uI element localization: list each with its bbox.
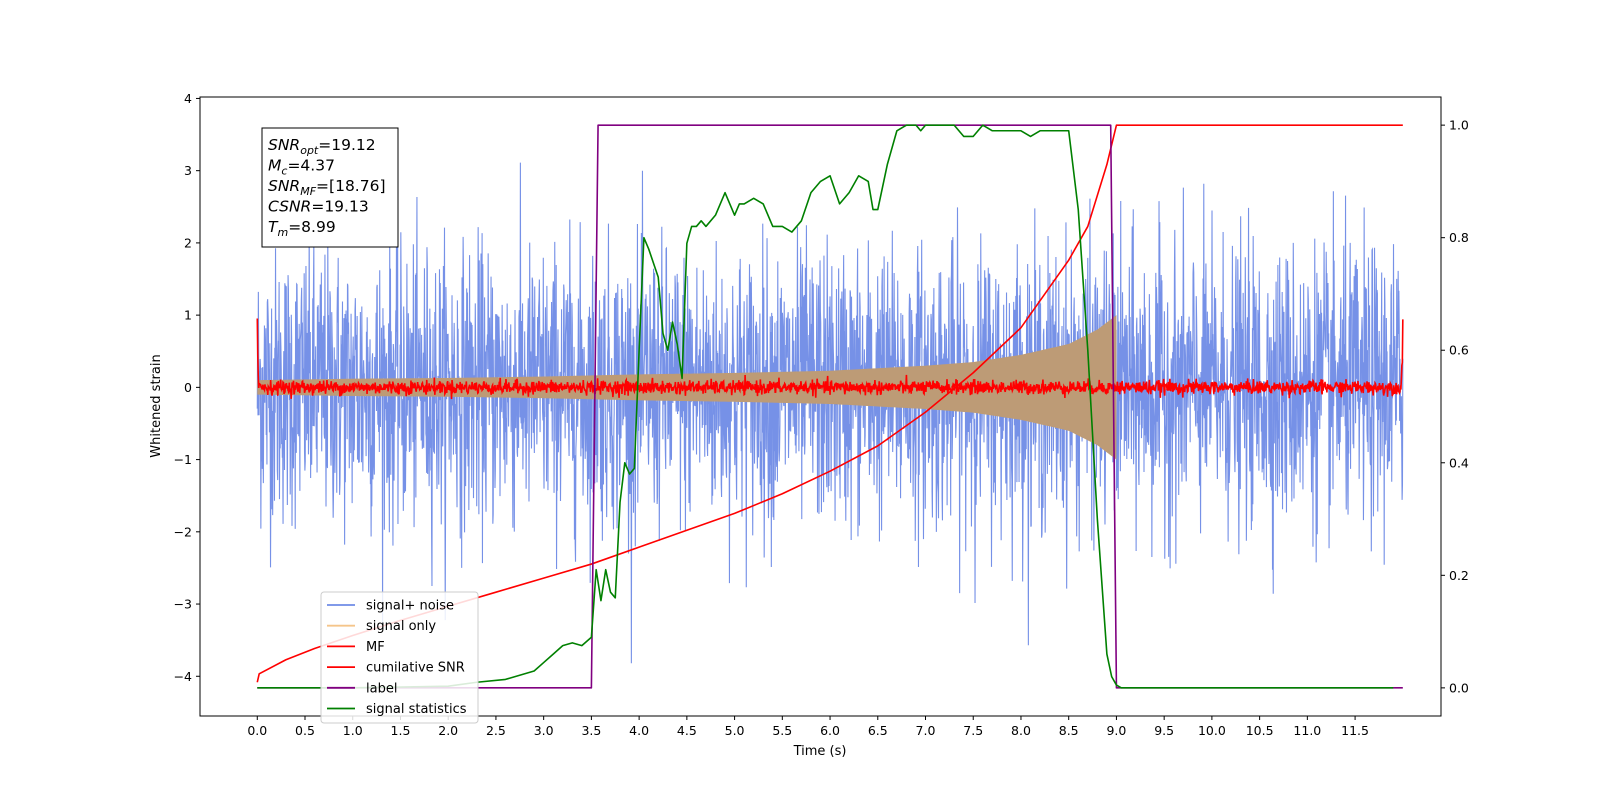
annotation-line-csnr: CSNR=19.13 (268, 198, 369, 216)
x-tick-label: 11.0 (1293, 723, 1321, 738)
legend-label-mf: MF (366, 640, 385, 655)
x-tick-label: 10.0 (1198, 723, 1226, 738)
series-signal-noise (256, 162, 1404, 664)
x-axis-label: Time (s) (793, 744, 847, 759)
annotation-line-snropt: SNRopt=19.12 (268, 136, 376, 157)
x-tick-label: 2.5 (486, 723, 506, 738)
annotation-line-mc: Mc=4.37 (268, 157, 335, 178)
legend-label-signal-noise: signal+ noise (366, 599, 454, 614)
legend-label-signal-statistics: signal statistics (366, 702, 467, 717)
y-right-tick-label: 0.0 (1449, 680, 1469, 695)
y-right-tick-label: 0.8 (1449, 230, 1469, 245)
x-tick-label: 8.0 (1011, 723, 1031, 738)
x-tick-label: 6.5 (868, 723, 888, 738)
x-tick-label: 3.0 (534, 723, 554, 738)
y-left-tick-label: 2 (184, 235, 192, 250)
x-tick-label: 0.0 (247, 723, 267, 738)
y-right-tick-label: 1.0 (1449, 118, 1469, 133)
x-tick-label: 1.5 (391, 723, 411, 738)
x-tick-label: 5.5 (772, 723, 792, 738)
annotation-line-tm: Tm=8.99 (268, 218, 336, 239)
x-tick-label: 8.5 (1059, 723, 1079, 738)
y-left-tick-label: 1 (184, 308, 192, 323)
y-left-tick-label: 0 (184, 380, 192, 395)
y-right-tick-label: 0.2 (1449, 568, 1469, 583)
y-right-tick-label: 0.6 (1449, 343, 1469, 358)
legend-label-label: label (366, 681, 397, 696)
legend-label-signal-only: signal only (366, 619, 436, 634)
legend-box (320, 591, 479, 724)
x-tick-label: 6.0 (820, 723, 840, 738)
y-left-tick-label: 3 (184, 163, 192, 178)
x-tick-label: 4.5 (677, 723, 697, 738)
y-left-tick-label: −4 (174, 669, 192, 684)
x-tick-label: 4.0 (629, 723, 649, 738)
x-tick-label: 5.0 (725, 723, 745, 738)
series-mf (256, 318, 1404, 400)
x-tick-label: 10.5 (1246, 723, 1274, 738)
annotation-line-snrmf: SNRMF=[18.76] (268, 177, 386, 198)
x-tick-label: 11.5 (1341, 723, 1369, 738)
y-left-tick-label: 4 (184, 91, 192, 106)
x-tick-label: 7.5 (963, 723, 983, 738)
plot-frame (199, 96, 1442, 717)
x-tick-label: 2.0 (438, 723, 458, 738)
x-tick-label: 1.0 (343, 723, 363, 738)
x-tick-label: 7.0 (916, 723, 936, 738)
series-signal-statistics (257, 124, 1394, 689)
x-tick-label: 9.0 (1106, 723, 1126, 738)
y-axis-label: Whitened strain (149, 354, 164, 457)
y-left-tick-label: −3 (174, 597, 192, 612)
annotation-box (261, 127, 399, 248)
y-left-tick-label: −1 (174, 452, 192, 467)
legend-label-cumilative-snr: cumilative SNR (366, 661, 465, 676)
y-right-tick-label: 0.4 (1449, 455, 1469, 470)
x-tick-label: 0.5 (295, 723, 315, 738)
x-tick-label: 3.5 (581, 723, 601, 738)
x-tick-label: 9.5 (1154, 723, 1174, 738)
y-left-tick-label: −2 (174, 524, 192, 539)
